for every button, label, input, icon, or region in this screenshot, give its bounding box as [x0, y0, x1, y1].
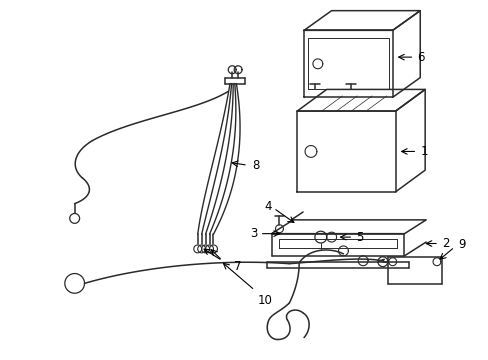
Text: 3: 3 [250, 227, 257, 240]
Text: 9: 9 [458, 238, 465, 252]
Text: 2: 2 [441, 237, 448, 250]
Text: 6: 6 [416, 51, 424, 64]
Text: 7: 7 [234, 260, 241, 273]
Text: 1: 1 [419, 145, 427, 158]
Text: 8: 8 [251, 159, 259, 172]
Text: 10: 10 [257, 294, 272, 307]
Text: 4: 4 [264, 199, 271, 213]
Text: 5: 5 [356, 231, 363, 244]
